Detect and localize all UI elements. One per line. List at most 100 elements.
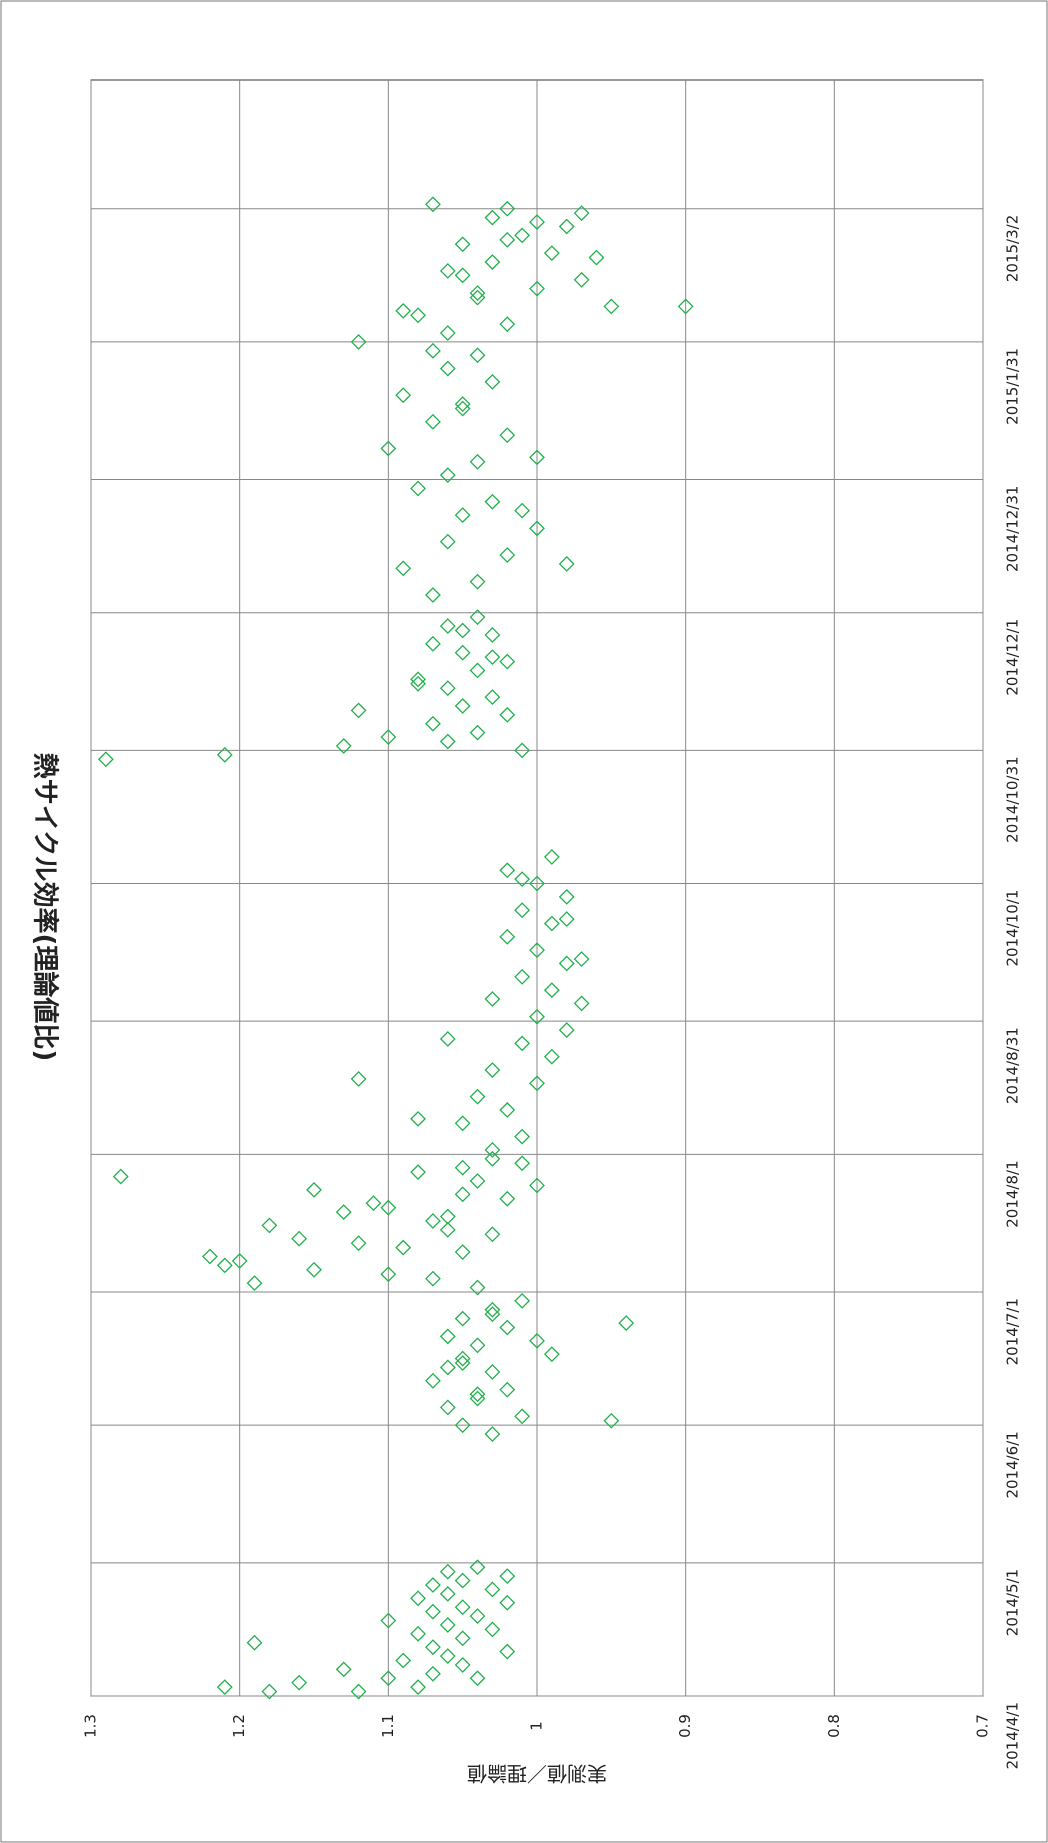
point xyxy=(439,360,456,377)
point xyxy=(514,502,531,519)
point xyxy=(484,1306,501,1323)
point xyxy=(454,236,471,253)
x-tick-label: 2014/8/1 xyxy=(1004,1160,1022,1227)
point xyxy=(573,205,590,222)
point xyxy=(543,1346,560,1363)
point xyxy=(425,587,441,603)
point xyxy=(216,746,233,763)
point xyxy=(618,1315,635,1331)
point xyxy=(454,1310,471,1327)
point xyxy=(454,1417,471,1434)
point xyxy=(484,1301,501,1318)
point xyxy=(350,1683,367,1700)
point xyxy=(410,675,426,692)
point xyxy=(454,507,471,523)
point xyxy=(543,245,560,262)
point xyxy=(469,1670,486,1687)
point xyxy=(454,1630,471,1647)
point xyxy=(454,622,471,639)
point xyxy=(395,302,412,319)
point xyxy=(514,1292,531,1309)
point xyxy=(380,1612,397,1629)
point xyxy=(499,928,516,945)
point xyxy=(499,1102,516,1118)
point xyxy=(380,1199,397,1216)
point xyxy=(499,1319,516,1336)
point xyxy=(454,400,471,417)
point xyxy=(499,316,516,333)
point xyxy=(529,214,545,230)
point xyxy=(425,342,441,359)
point xyxy=(425,413,441,430)
point xyxy=(529,449,545,466)
point xyxy=(499,1568,516,1585)
point xyxy=(439,533,456,550)
point xyxy=(558,218,575,235)
point xyxy=(469,662,486,679)
point xyxy=(439,680,456,697)
x-tick-label: 2015/3/2 xyxy=(1004,215,1022,282)
point xyxy=(543,982,560,999)
point xyxy=(454,1244,471,1260)
point xyxy=(543,1048,560,1065)
point xyxy=(335,1204,352,1221)
point xyxy=(499,862,516,879)
point xyxy=(499,1594,516,1611)
point xyxy=(380,440,397,457)
point xyxy=(499,427,516,444)
point xyxy=(439,1648,456,1664)
point xyxy=(529,942,545,959)
point xyxy=(514,902,531,919)
point xyxy=(410,671,426,688)
point xyxy=(499,653,516,670)
point xyxy=(529,1332,545,1349)
point xyxy=(425,1603,441,1620)
point xyxy=(469,1337,486,1354)
point xyxy=(395,560,412,577)
x-tick-label: 2014/4/1 xyxy=(1004,1702,1022,1769)
point xyxy=(469,573,486,590)
point xyxy=(454,1115,471,1132)
point xyxy=(558,888,575,905)
point xyxy=(484,373,501,390)
point xyxy=(439,1359,456,1376)
y-tick-label: 1.1 xyxy=(379,1714,397,1738)
point xyxy=(469,1088,486,1105)
point xyxy=(469,609,486,626)
point xyxy=(529,1075,545,1092)
point xyxy=(529,280,545,297)
point xyxy=(529,1177,545,1194)
point xyxy=(410,1110,426,1127)
x-tick-label: 2014/10/31 xyxy=(1004,756,1022,842)
point xyxy=(439,1031,456,1047)
y-tick-label: 1 xyxy=(528,1721,546,1731)
point xyxy=(410,1590,426,1607)
point xyxy=(514,1128,531,1145)
point xyxy=(469,1173,486,1189)
point xyxy=(410,1679,426,1696)
point xyxy=(484,493,501,510)
point xyxy=(335,738,352,754)
point xyxy=(454,1186,471,1203)
point xyxy=(558,911,575,927)
point xyxy=(454,396,471,413)
point xyxy=(514,227,531,244)
y-axis-title: 実測値／理論値 xyxy=(467,1762,607,1786)
point xyxy=(484,649,501,666)
point xyxy=(499,200,516,217)
point xyxy=(529,1008,545,1025)
point xyxy=(97,751,114,768)
y-tick-label: 0.7 xyxy=(974,1714,992,1738)
x-tick-label: 2014/10/1 xyxy=(1004,890,1022,967)
point xyxy=(410,307,426,324)
point xyxy=(306,1261,322,1278)
point xyxy=(499,1381,516,1398)
point xyxy=(499,706,516,723)
point xyxy=(425,715,441,732)
point xyxy=(439,618,456,634)
point xyxy=(439,733,456,750)
point xyxy=(425,196,441,213)
point xyxy=(246,1275,263,1292)
point xyxy=(514,742,531,759)
point xyxy=(395,387,412,404)
